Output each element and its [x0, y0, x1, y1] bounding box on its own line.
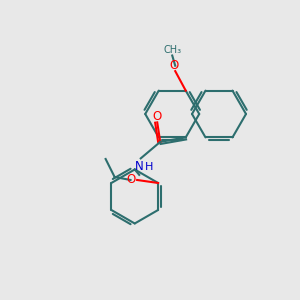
Text: O: O — [126, 173, 135, 187]
Text: O: O — [153, 110, 162, 123]
Text: H: H — [145, 162, 153, 172]
Text: N: N — [135, 160, 144, 173]
Text: CH₃: CH₃ — [163, 44, 181, 55]
Text: O: O — [169, 59, 178, 72]
